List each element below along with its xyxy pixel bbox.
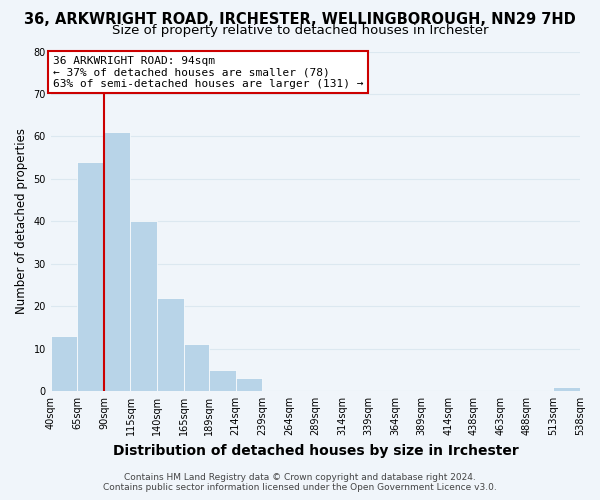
Bar: [51, 336, 77, 391]
Bar: [104, 132, 130, 391]
Text: Size of property relative to detached houses in Irchester: Size of property relative to detached ho…: [112, 24, 488, 37]
Bar: [130, 222, 157, 391]
Text: 36 ARKWRIGHT ROAD: 94sqm
← 37% of detached houses are smaller (78)
63% of semi-d: 36 ARKWRIGHT ROAD: 94sqm ← 37% of detach…: [53, 56, 364, 89]
Bar: [184, 344, 209, 391]
Bar: [77, 162, 104, 391]
Bar: [553, 387, 580, 391]
X-axis label: Distribution of detached houses by size in Irchester: Distribution of detached houses by size …: [113, 444, 518, 458]
Y-axis label: Number of detached properties: Number of detached properties: [15, 128, 28, 314]
Bar: [157, 298, 184, 391]
Text: Contains HM Land Registry data © Crown copyright and database right 2024.
Contai: Contains HM Land Registry data © Crown c…: [103, 473, 497, 492]
Bar: [209, 370, 236, 391]
Text: 36, ARKWRIGHT ROAD, IRCHESTER, WELLINGBOROUGH, NN29 7HD: 36, ARKWRIGHT ROAD, IRCHESTER, WELLINGBO…: [24, 12, 576, 28]
Bar: [236, 378, 262, 391]
